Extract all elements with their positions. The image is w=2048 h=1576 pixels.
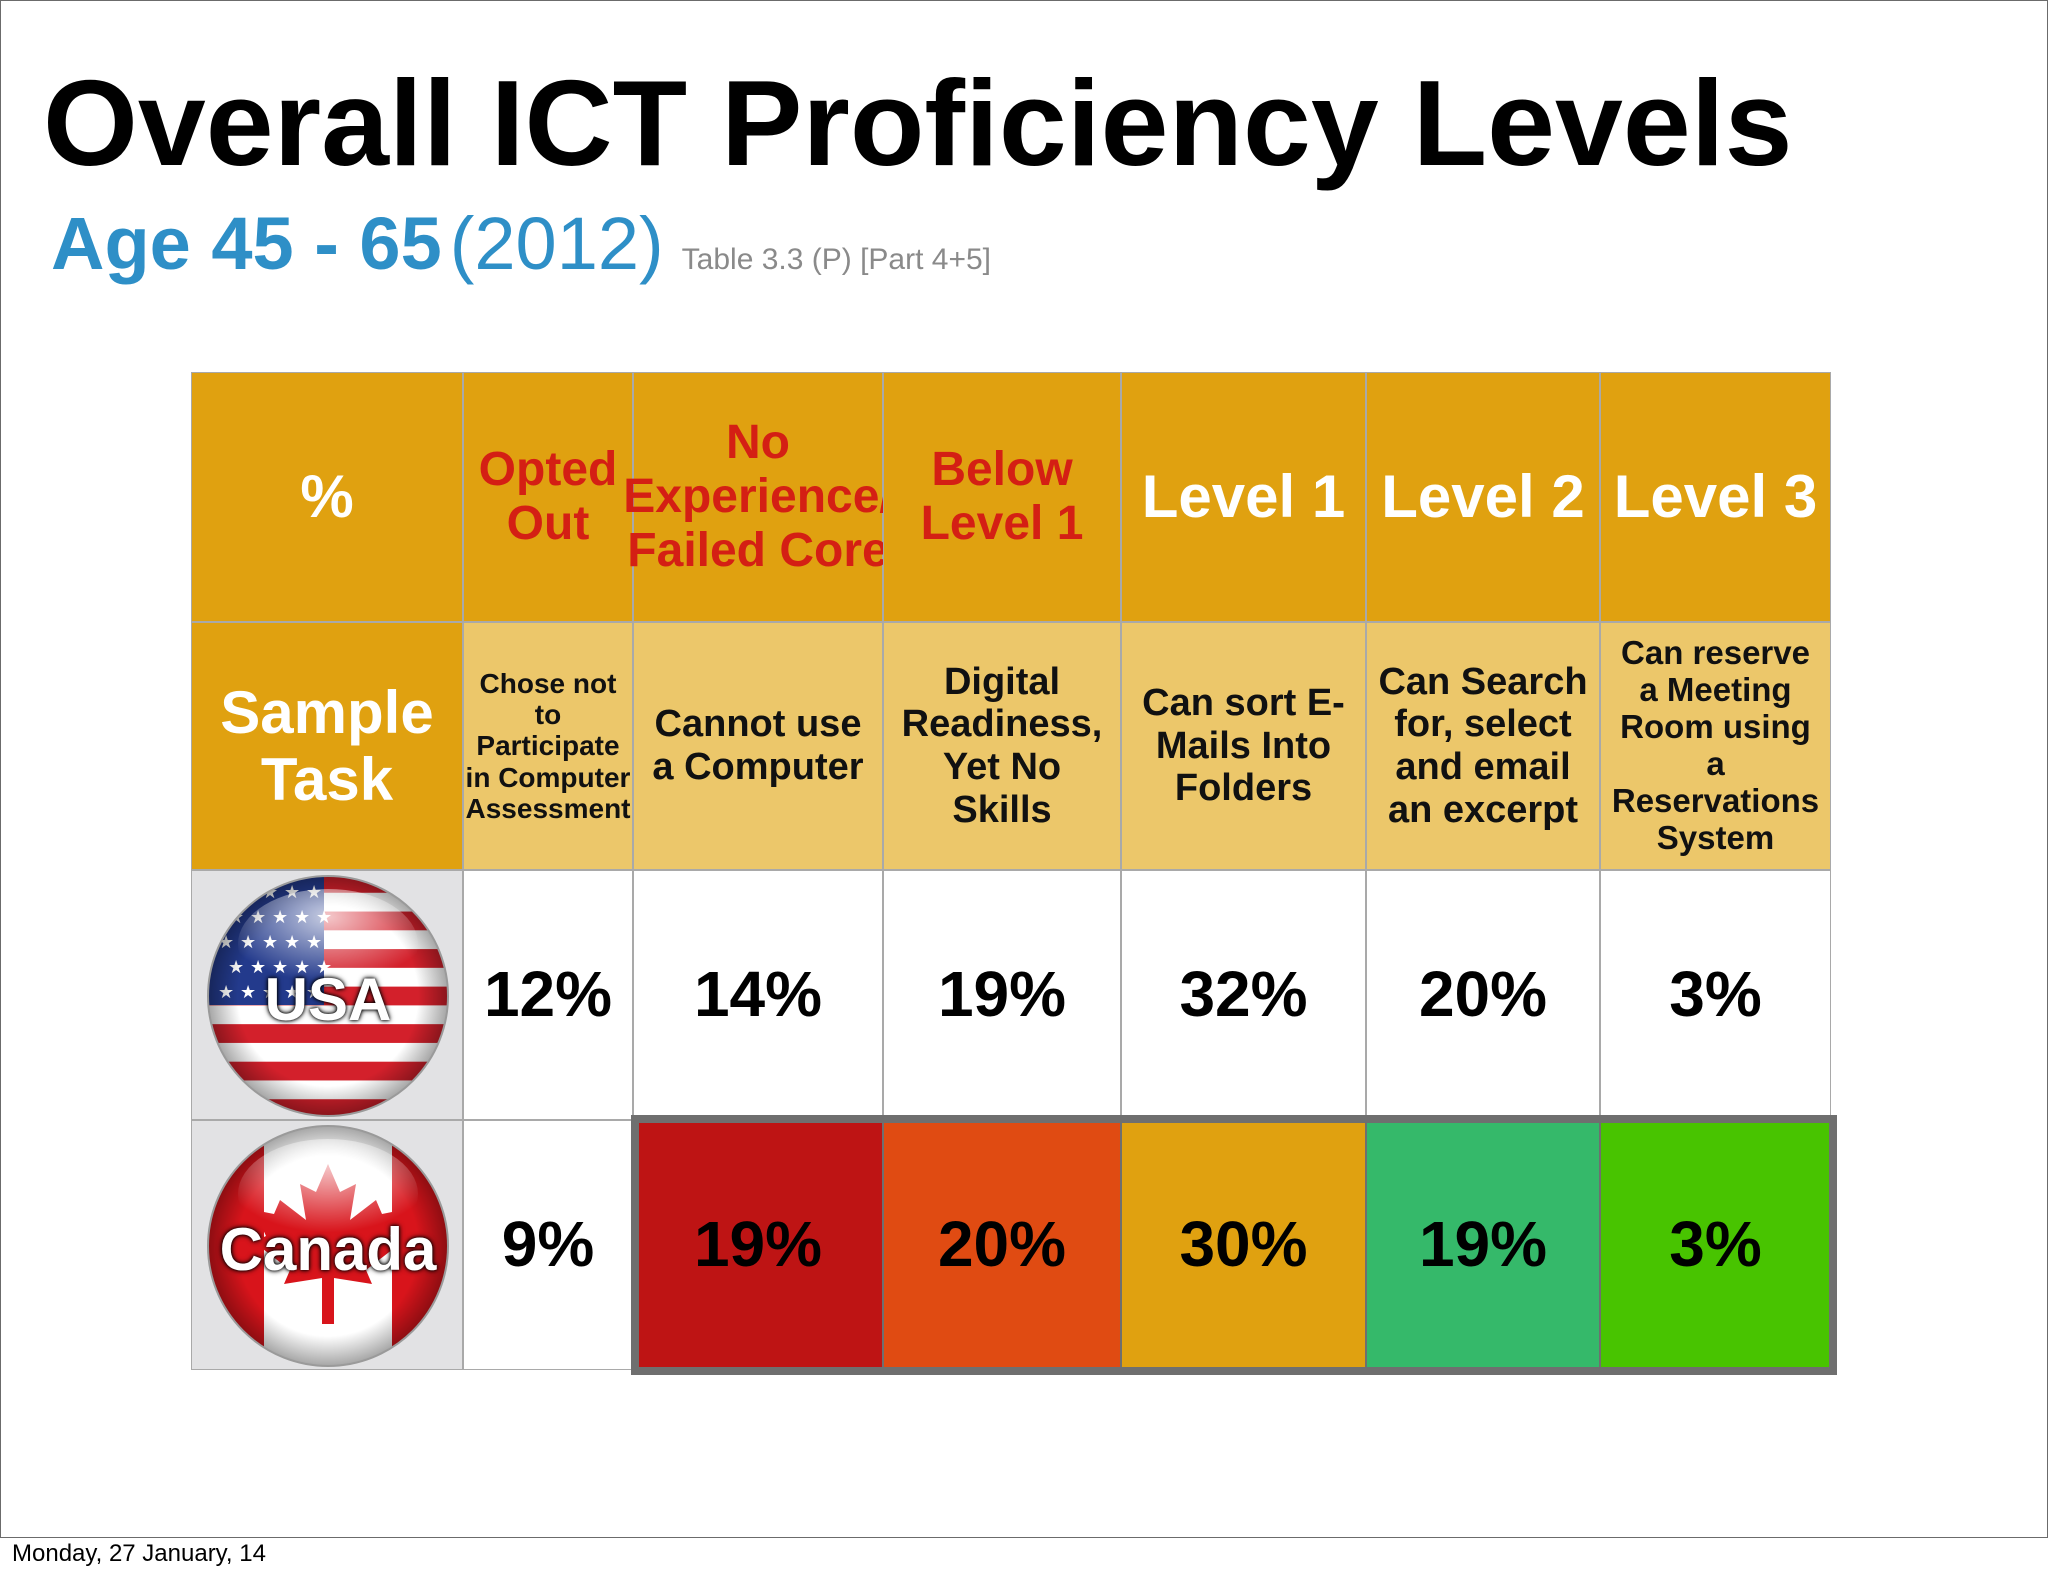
svg-text:★: ★ [240,882,256,903]
value-usa-col-5: 20% [1366,870,1600,1120]
subtitle-year: (2012) [449,202,664,285]
header-column-6: Level 3 [1600,372,1831,622]
usa-label: USA [264,966,392,1033]
header-percent: % [191,372,463,622]
footer-date: Monday, 27 January, 14 [12,1540,266,1567]
value-canada-col-4: 30% [1121,1120,1366,1370]
sample-task-3: Digital Readiness, Yet No Skills [883,622,1121,870]
header-column-3: Below Level 1 [883,372,1121,622]
value-usa-col-2: 14% [633,870,883,1120]
sample-task-6: Can reserve a Meeting Room using a Reser… [1600,622,1831,870]
header-column-4: Level 1 [1121,372,1366,622]
value-usa-col-3: 19% [883,870,1121,1120]
canada-flag-icon: Canada [206,1124,450,1368]
flag-cell-canada: Canada [191,1120,463,1370]
value-usa-col-4: 32% [1121,870,1366,1120]
header-column-5: Level 2 [1366,372,1600,622]
subtitle: Age 45 - 65 (2012) Table 3.3 (P) [Part 4+5… [51,201,991,286]
header-column-2: No Experience/ Failed Core [623,372,893,622]
value-usa-col-1: 12% [463,870,633,1120]
canada-label: Canada [219,1216,437,1283]
value-usa-col-6: 3% [1600,870,1831,1120]
sample-task-1: Chose not to Participate in Computer Ass… [463,622,633,870]
sample-task-label: Sample Task [191,622,463,870]
value-canada-col-3: 20% [883,1120,1121,1370]
subtitle-reference: Table 3.3 (P) [Part 4+5] [681,243,991,276]
value-canada-col-5: 19% [1366,1120,1600,1370]
slide: Overall ICT Proficiency Levels Age 45 - … [0,0,2048,1538]
value-canada-col-1: 9% [463,1120,633,1370]
value-canada-col-6: 3% [1600,1120,1831,1370]
sample-task-4: Can sort E-Mails Into Folders [1121,622,1366,870]
sample-task-5: Can Search for, select and email an exce… [1366,622,1600,870]
svg-text:★: ★ [218,882,234,903]
page-title: Overall ICT Proficiency Levels [43,55,1793,191]
sample-task-2: Cannot use a Computer [633,622,883,870]
subtitle-age: Age 45 - 65 [51,202,442,285]
flag-cell-usa: ★★★★★★★★★★★★★★★★★★★★★★★★★USA [191,870,463,1120]
header-column-1: Opted Out [463,372,633,622]
usa-flag-icon: ★★★★★★★★★★★★★★★★★★★★★★★★★USA [206,874,450,1118]
value-canada-col-2: 19% [633,1120,883,1370]
